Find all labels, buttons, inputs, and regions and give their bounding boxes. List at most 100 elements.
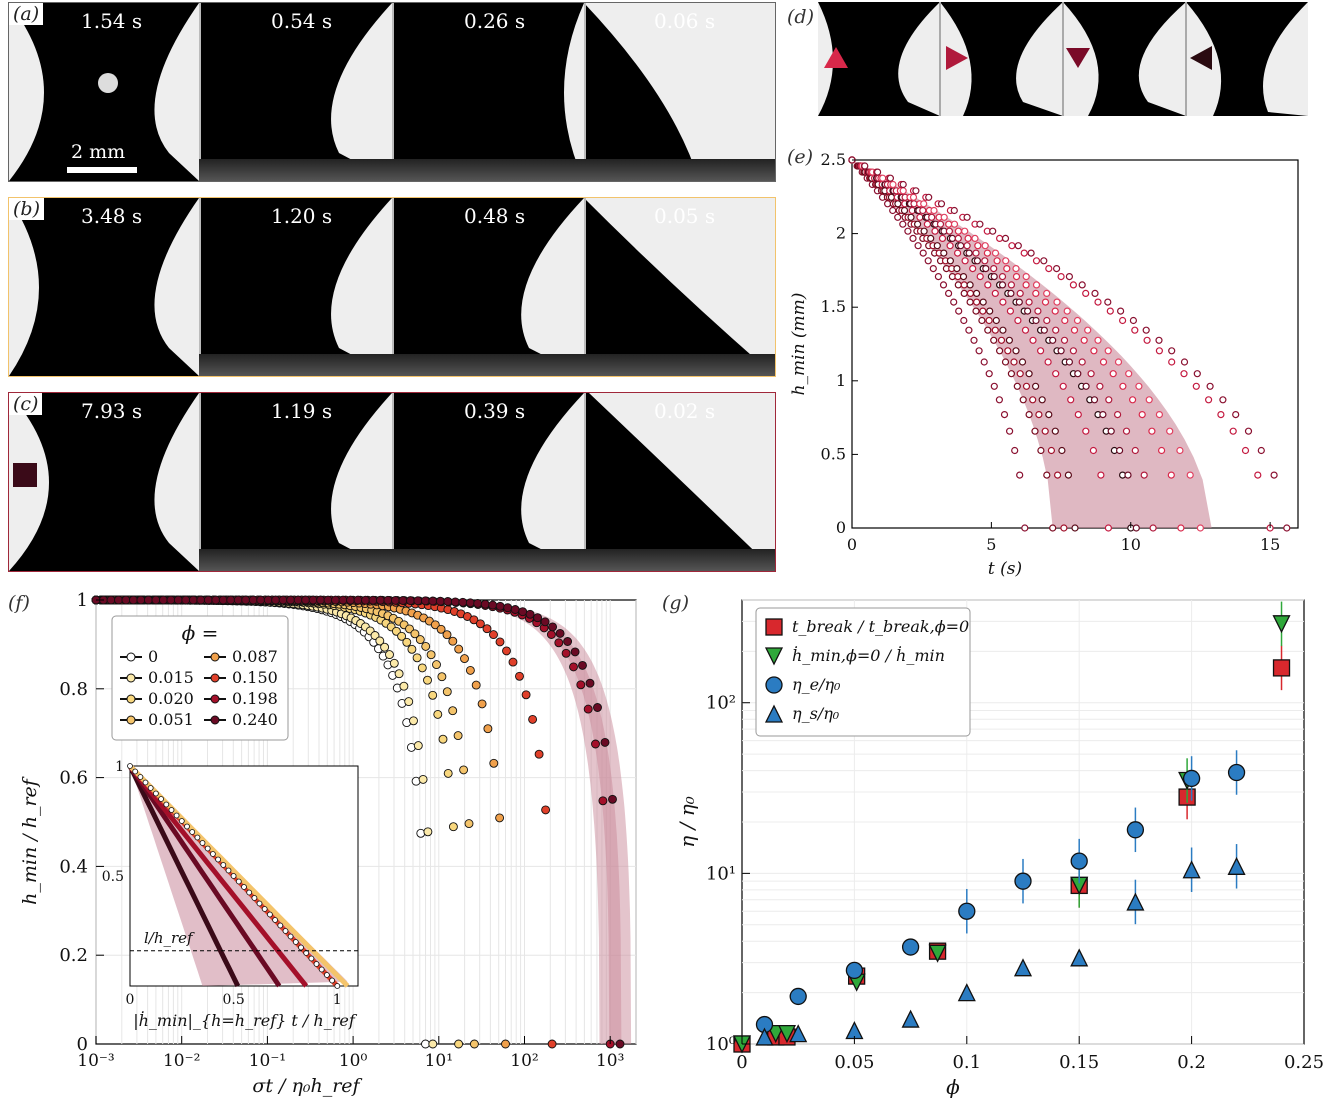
data-point <box>598 796 608 806</box>
time-label: 1.54 s <box>81 9 143 33</box>
data-point <box>503 603 513 613</box>
data-point <box>1176 446 1184 455</box>
data-point <box>1015 298 1023 306</box>
data-point <box>1031 427 1039 435</box>
inset-point <box>137 774 144 780</box>
data-point <box>766 1024 785 1044</box>
data-point <box>1104 298 1112 306</box>
data-point <box>1043 289 1051 297</box>
data-point <box>323 595 333 605</box>
data-point <box>1192 382 1200 390</box>
data-point <box>940 249 948 257</box>
inset-point <box>147 785 154 791</box>
data-point <box>1013 958 1033 977</box>
data-point <box>990 336 998 344</box>
data-point <box>546 630 556 639</box>
data-point <box>971 234 979 243</box>
data-point <box>410 629 420 639</box>
legend-marker <box>126 715 136 725</box>
data-point <box>924 257 932 265</box>
y-tick-label: 1 <box>77 590 88 611</box>
data-point <box>954 227 962 235</box>
time-label: 7.93 s <box>81 399 143 423</box>
data-point <box>1217 411 1225 419</box>
data-point <box>1014 316 1022 325</box>
data-point <box>442 687 452 697</box>
data-point <box>1022 281 1030 289</box>
legend-marker <box>765 676 783 694</box>
data-point <box>417 663 427 673</box>
data-point <box>899 220 907 228</box>
data-point <box>1007 281 1015 289</box>
inset-point <box>241 884 247 890</box>
legend-marker <box>764 647 784 666</box>
data-point <box>416 828 426 838</box>
data-point <box>1052 370 1060 378</box>
data-point <box>541 805 551 815</box>
data-point <box>1168 358 1176 366</box>
data-point <box>608 794 617 804</box>
data-point <box>966 298 974 306</box>
data-point <box>998 281 1007 289</box>
data-point <box>1241 446 1250 455</box>
data-point <box>1007 289 1015 297</box>
data-point <box>1117 307 1125 315</box>
data-point <box>1096 382 1104 390</box>
data-point <box>1049 336 1057 344</box>
data-point <box>755 1027 774 1046</box>
data-point <box>563 637 573 646</box>
data-point <box>1044 358 1052 366</box>
series-circle <box>755 750 1246 1034</box>
data-point <box>554 638 564 648</box>
data-point <box>128 595 138 605</box>
data-point <box>1229 427 1237 435</box>
inset-x-axis-label: |ḣ_min|_{h=h_ref} t / h_ref <box>133 1010 358 1030</box>
data-point <box>1007 370 1015 378</box>
data-point <box>405 624 414 634</box>
data-point <box>1069 347 1077 355</box>
data-point <box>929 265 937 273</box>
data-point <box>993 257 1001 265</box>
data-point <box>1180 370 1188 378</box>
legend-entry: η_e/η₀ <box>792 675 841 694</box>
data-point <box>899 187 907 195</box>
y-tick-label: 2 <box>836 224 846 243</box>
inset-point <box>282 928 289 934</box>
data-point <box>286 595 296 605</box>
y-tick-label: 0.8 <box>59 679 88 700</box>
data-point <box>950 298 958 306</box>
inset-point <box>127 763 133 769</box>
data-point <box>1270 471 1278 479</box>
data-point <box>471 680 481 690</box>
data-point <box>248 595 258 605</box>
data-point <box>569 662 578 672</box>
data-point <box>397 631 407 641</box>
data-point <box>331 595 340 605</box>
data-point <box>583 704 593 714</box>
data-point <box>218 595 228 605</box>
data-point <box>981 257 989 265</box>
curve-series <box>848 156 1029 532</box>
data-point <box>585 678 595 688</box>
data-point <box>1219 396 1227 404</box>
data-point <box>1032 289 1040 297</box>
x-axis-label: σt / η₀h_ref <box>252 1075 362 1097</box>
data-point <box>385 650 394 660</box>
data-point <box>525 609 535 619</box>
x-tick-label: 0 <box>736 1052 747 1073</box>
inset-point <box>184 823 190 830</box>
data-point <box>450 597 460 607</box>
data-point <box>1193 370 1201 378</box>
data-point <box>954 281 962 289</box>
data-point <box>1094 298 1102 306</box>
time-label: 0.39 s <box>464 399 526 423</box>
data-point <box>909 193 918 201</box>
data-point <box>421 1039 430 1049</box>
data-point <box>1051 307 1059 315</box>
data-point <box>1032 316 1040 325</box>
data-point <box>999 298 1007 306</box>
data-point <box>1016 370 1024 378</box>
data-point <box>435 596 445 606</box>
data-point <box>976 220 984 228</box>
data-point <box>521 690 531 700</box>
